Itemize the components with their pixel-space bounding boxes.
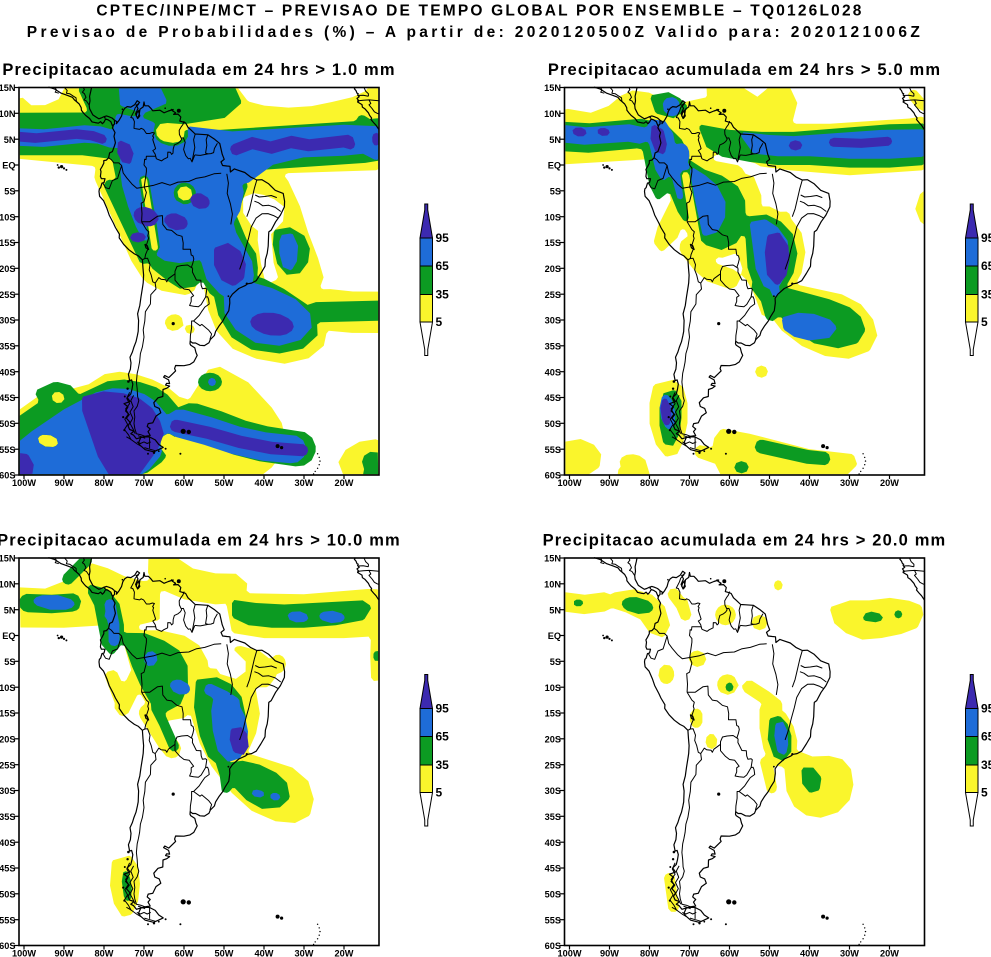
- svg-text:CPTEC/INPE/MCT – PREVISAO DE T: CPTEC/INPE/MCT – PREVISAO DE TEMPO GLOBA…: [96, 3, 863, 20]
- svg-text:Precipitacao acumulada em 24 h: Precipitacao acumulada em 24 hrs > 5.0 m…: [548, 61, 941, 79]
- svg-text:Precipitacao acumulada em 24 h: Precipitacao acumulada em 24 hrs > 20.0 …: [543, 532, 947, 550]
- svg-text:Previsao de Probabilidades (%): Previsao de Probabilidades (%) – A parti…: [27, 24, 923, 41]
- svg-text:Precipitacao acumulada em 24 h: Precipitacao acumulada em 24 hrs > 1.0 m…: [2, 61, 395, 79]
- svg-text:Precipitacao acumulada em 24 h: Precipitacao acumulada em 24 hrs > 10.0 …: [0, 532, 401, 550]
